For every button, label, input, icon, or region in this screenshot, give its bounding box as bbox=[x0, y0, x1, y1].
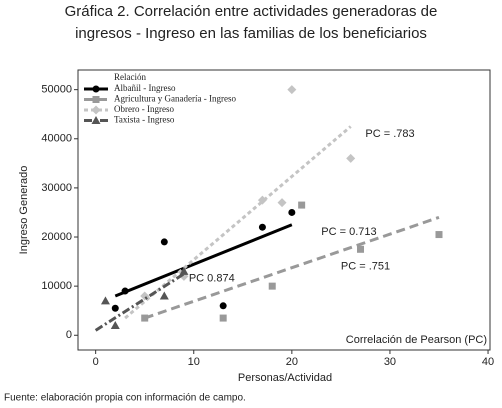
point bbox=[357, 245, 365, 253]
point bbox=[219, 302, 227, 310]
x-tick-label: 0 bbox=[93, 356, 99, 368]
y-axis-label: Ingreso Generado bbox=[18, 166, 30, 255]
point bbox=[277, 198, 287, 208]
annotation: PC = 0.713 bbox=[321, 226, 376, 238]
point bbox=[268, 282, 276, 290]
y-tick-label: 50000 bbox=[41, 84, 72, 96]
point bbox=[179, 266, 189, 275]
point bbox=[298, 201, 306, 209]
point bbox=[100, 296, 110, 305]
annotation: PC 0.874 bbox=[189, 273, 235, 285]
y-tick-label: 10000 bbox=[41, 280, 72, 292]
point bbox=[160, 238, 168, 246]
fit-line bbox=[114, 223, 293, 298]
plot-frame bbox=[77, 69, 491, 351]
point bbox=[91, 116, 101, 124]
point bbox=[92, 85, 100, 93]
annotation: PC = .751 bbox=[341, 260, 390, 272]
point bbox=[141, 314, 149, 322]
annotation: Correlación de Pearson (PC) bbox=[346, 334, 487, 346]
x-tick-label: 30 bbox=[384, 356, 396, 368]
fit-line bbox=[144, 215, 440, 320]
source: Fuente: elaboración propia con informaci… bbox=[4, 393, 246, 404]
legend-label: Agricultura y Ganadería - Ingreso bbox=[114, 94, 236, 104]
legend-label: Taxista - Ingreso bbox=[114, 115, 175, 125]
legend-title: Relación bbox=[114, 72, 146, 82]
legend-label: Albañil - Ingreso bbox=[114, 83, 176, 93]
point bbox=[219, 314, 227, 322]
point bbox=[288, 208, 296, 216]
y-tick-label: 40000 bbox=[41, 133, 72, 145]
point bbox=[91, 105, 101, 115]
point bbox=[435, 231, 443, 239]
point bbox=[159, 291, 169, 300]
x-tick-label: 20 bbox=[286, 356, 298, 368]
point bbox=[92, 96, 100, 103]
point bbox=[111, 304, 119, 312]
fit-line bbox=[94, 272, 185, 332]
point bbox=[287, 85, 297, 95]
point bbox=[121, 287, 129, 295]
annotation: PC = .783 bbox=[365, 128, 414, 140]
x-tick-label: 40 bbox=[482, 356, 494, 368]
point bbox=[110, 320, 120, 329]
x-tick-label: 10 bbox=[188, 356, 200, 368]
point bbox=[346, 153, 356, 163]
point bbox=[257, 195, 267, 205]
legend-label: Obrero - Ingreso bbox=[114, 104, 174, 114]
point bbox=[258, 223, 266, 231]
y-tick-label: 0 bbox=[66, 329, 72, 341]
title-line: Gráfica 2. Correlación entre actividades… bbox=[65, 3, 438, 20]
x-axis-label: Personas/Actividad bbox=[238, 372, 332, 384]
y-tick-label: 30000 bbox=[41, 182, 72, 194]
title-line: ingresos - Ingreso en las familias de lo… bbox=[75, 25, 427, 42]
y-tick-label: 20000 bbox=[41, 231, 72, 243]
